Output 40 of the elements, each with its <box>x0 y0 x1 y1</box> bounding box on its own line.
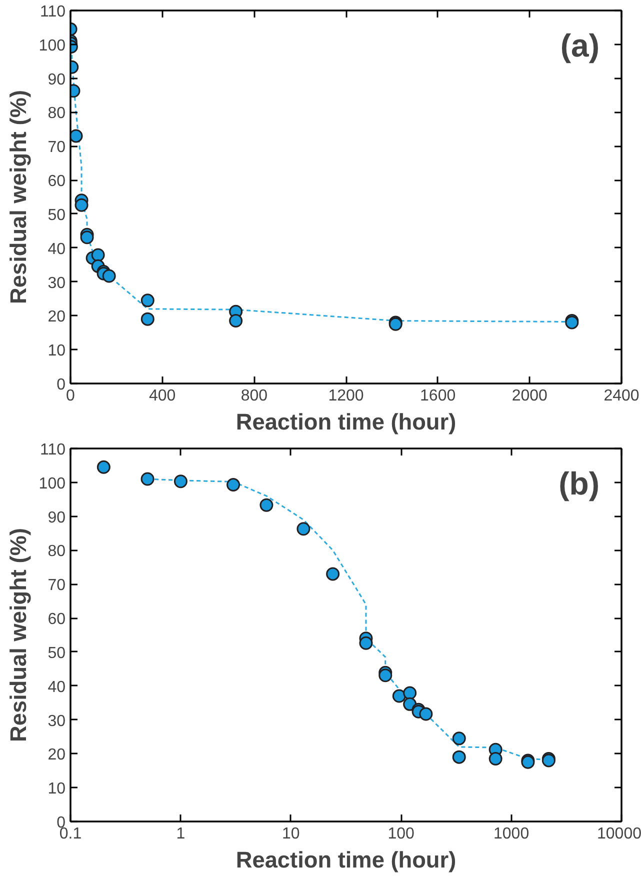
y-tick-label: 70 <box>48 139 66 156</box>
x-tick-label: 2400 <box>604 388 640 404</box>
x-tick-label: 100 <box>388 826 415 842</box>
y-tick-label: 40 <box>48 240 66 258</box>
x-tick-label: 1200 <box>328 388 364 404</box>
y-axis-title: Residual weight (%) <box>4 90 31 304</box>
x-tick-label: 10000 <box>597 826 641 842</box>
x-tick-label: 1 <box>176 826 186 842</box>
y-tick-label: 0 <box>56 376 66 394</box>
y-tick-label: 10 <box>48 780 66 798</box>
y-tick-label: 80 <box>48 543 66 560</box>
y-tick-label: 50 <box>48 206 66 224</box>
y-tick-label: 30 <box>48 712 66 730</box>
y-tick-label: 100 <box>38 475 66 492</box>
y-tick-label: 40 <box>48 678 66 696</box>
x-tick-label: 1600 <box>420 388 456 404</box>
y-axis-title: Residual weight (%) <box>4 528 31 742</box>
y-tick-label: 110 <box>40 442 66 458</box>
x-tick-label: 400 <box>148 388 176 404</box>
annotation: (b) <box>558 466 600 502</box>
y-tick-label: 100 <box>38 37 66 54</box>
y-tick-label: 80 <box>48 105 66 122</box>
y-tick-label: 20 <box>48 746 66 764</box>
y-tick-label: 10 <box>48 342 66 360</box>
y-tick-label: 30 <box>48 274 66 292</box>
x-axis-title: Reaction time (hour) <box>236 408 456 434</box>
y-tick-label: 60 <box>48 611 66 628</box>
x-axis-title: Reaction time (hour) <box>236 846 456 872</box>
y-tick-label: 90 <box>48 509 66 526</box>
y-tick-label: 20 <box>48 308 66 326</box>
annotation: (a) <box>560 28 600 64</box>
x-tick-label: 800 <box>240 388 268 404</box>
y-tick-label: 70 <box>48 577 66 594</box>
y-tick-label: 90 <box>48 71 66 88</box>
y-tick-label: 50 <box>48 644 66 662</box>
x-tick-label: 10 <box>282 826 300 842</box>
x-tick-label: 1000 <box>494 826 530 842</box>
y-tick-label: 110 <box>40 4 66 20</box>
x-tick-label: 2000 <box>512 388 548 404</box>
y-tick-label: 60 <box>48 173 66 190</box>
